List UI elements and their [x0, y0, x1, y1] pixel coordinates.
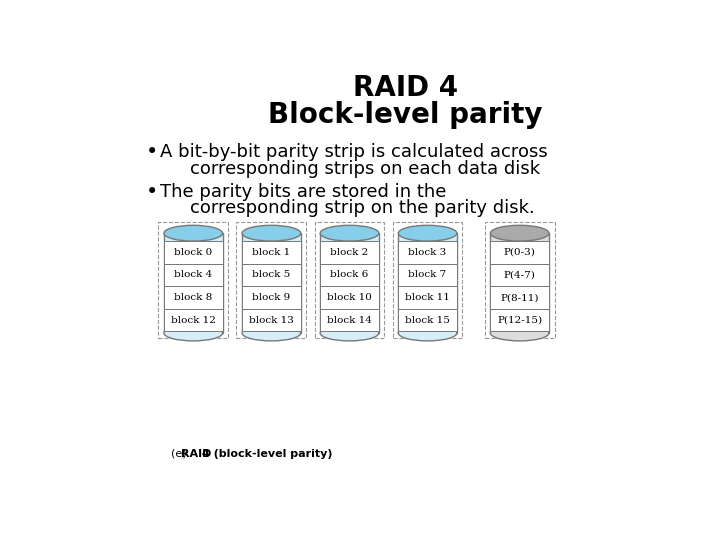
Bar: [320, 264, 379, 286]
Ellipse shape: [164, 325, 222, 341]
Text: RAID 4: RAID 4: [353, 73, 458, 102]
Bar: [242, 309, 301, 332]
Bar: [242, 241, 301, 264]
Text: •: •: [145, 181, 158, 201]
Text: A bit-by-bit parity strip is calculated across: A bit-by-bit parity strip is calculated …: [160, 143, 547, 161]
Text: block 4: block 4: [174, 271, 212, 280]
Text: RAID: RAID: [181, 449, 212, 458]
Bar: [320, 233, 379, 333]
Text: corresponding strips on each data disk: corresponding strips on each data disk: [190, 160, 541, 178]
Text: block 12: block 12: [171, 315, 216, 325]
Text: P(4-7): P(4-7): [504, 271, 536, 280]
Text: P(0-3): P(0-3): [504, 248, 536, 257]
Text: corresponding strip on the parity disk.: corresponding strip on the parity disk.: [190, 199, 535, 217]
Text: block 5: block 5: [252, 271, 290, 280]
Bar: [490, 241, 549, 264]
Bar: [242, 233, 301, 333]
Ellipse shape: [242, 225, 301, 241]
Ellipse shape: [398, 225, 457, 241]
Text: P(8-11): P(8-11): [500, 293, 539, 302]
Bar: [242, 264, 301, 286]
Ellipse shape: [242, 325, 301, 341]
Text: block 6: block 6: [330, 271, 369, 280]
Ellipse shape: [164, 225, 222, 241]
Text: block 1: block 1: [252, 248, 290, 257]
Bar: [164, 241, 222, 264]
Text: block 11: block 11: [405, 293, 450, 302]
Bar: [164, 286, 222, 309]
Bar: [398, 309, 457, 332]
Ellipse shape: [320, 225, 379, 241]
Text: P(12-15): P(12-15): [497, 315, 542, 325]
Text: 4 (block-level parity): 4 (block-level parity): [198, 449, 332, 458]
Bar: [164, 233, 222, 333]
Text: block 14: block 14: [327, 315, 372, 325]
Text: block 15: block 15: [405, 315, 450, 325]
Bar: [398, 264, 457, 286]
Text: block 13: block 13: [249, 315, 294, 325]
Bar: [164, 264, 222, 286]
Text: block 7: block 7: [408, 271, 446, 280]
Ellipse shape: [320, 325, 379, 341]
Bar: [398, 286, 457, 309]
Ellipse shape: [490, 225, 549, 241]
Text: block 0: block 0: [174, 248, 212, 257]
Bar: [320, 309, 379, 332]
Text: The parity bits are stored in the: The parity bits are stored in the: [160, 183, 446, 201]
Text: block 3: block 3: [408, 248, 446, 257]
Ellipse shape: [490, 325, 549, 341]
Text: block 10: block 10: [327, 293, 372, 302]
Text: •: •: [145, 142, 158, 162]
Text: Block-level parity: Block-level parity: [268, 100, 543, 129]
Bar: [490, 309, 549, 332]
Text: block 2: block 2: [330, 248, 369, 257]
Bar: [242, 286, 301, 309]
Bar: [164, 309, 222, 332]
Ellipse shape: [398, 325, 457, 341]
Bar: [490, 286, 549, 309]
Text: (e): (e): [171, 449, 190, 458]
Bar: [490, 233, 549, 333]
Bar: [320, 286, 379, 309]
Text: block 9: block 9: [252, 293, 290, 302]
Bar: [398, 233, 457, 333]
Bar: [398, 241, 457, 264]
Bar: [490, 264, 549, 286]
Bar: [320, 241, 379, 264]
Text: block 8: block 8: [174, 293, 212, 302]
